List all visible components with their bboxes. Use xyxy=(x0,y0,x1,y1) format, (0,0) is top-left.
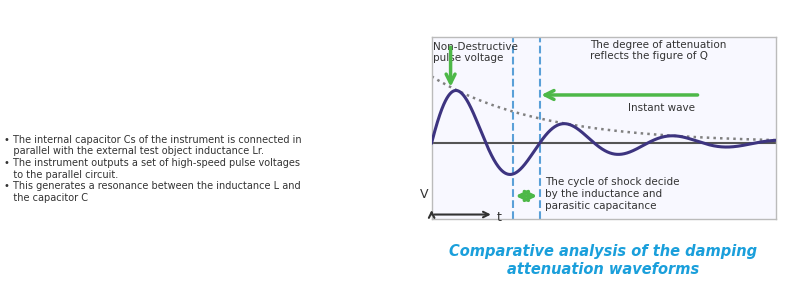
Text: The cycle of shock decide
by the inductance and
parasitic capacitance: The cycle of shock decide by the inducta… xyxy=(545,177,680,210)
Text: V: V xyxy=(420,188,428,201)
Text: Instant wave: Instant wave xyxy=(628,103,695,113)
Text: Non-Destructive
pulse voltage: Non-Destructive pulse voltage xyxy=(433,42,518,64)
Text: Comparative analysis of the damping
attenuation waveforms: Comparative analysis of the damping atte… xyxy=(449,244,758,277)
Text: The degree of attenuation
reflects the figure of Q: The degree of attenuation reflects the f… xyxy=(590,40,726,62)
Text: t: t xyxy=(497,211,502,224)
Text: • The internal capacitor Cs of the instrument is connected in
   parallel with t: • The internal capacitor Cs of the instr… xyxy=(4,135,302,203)
